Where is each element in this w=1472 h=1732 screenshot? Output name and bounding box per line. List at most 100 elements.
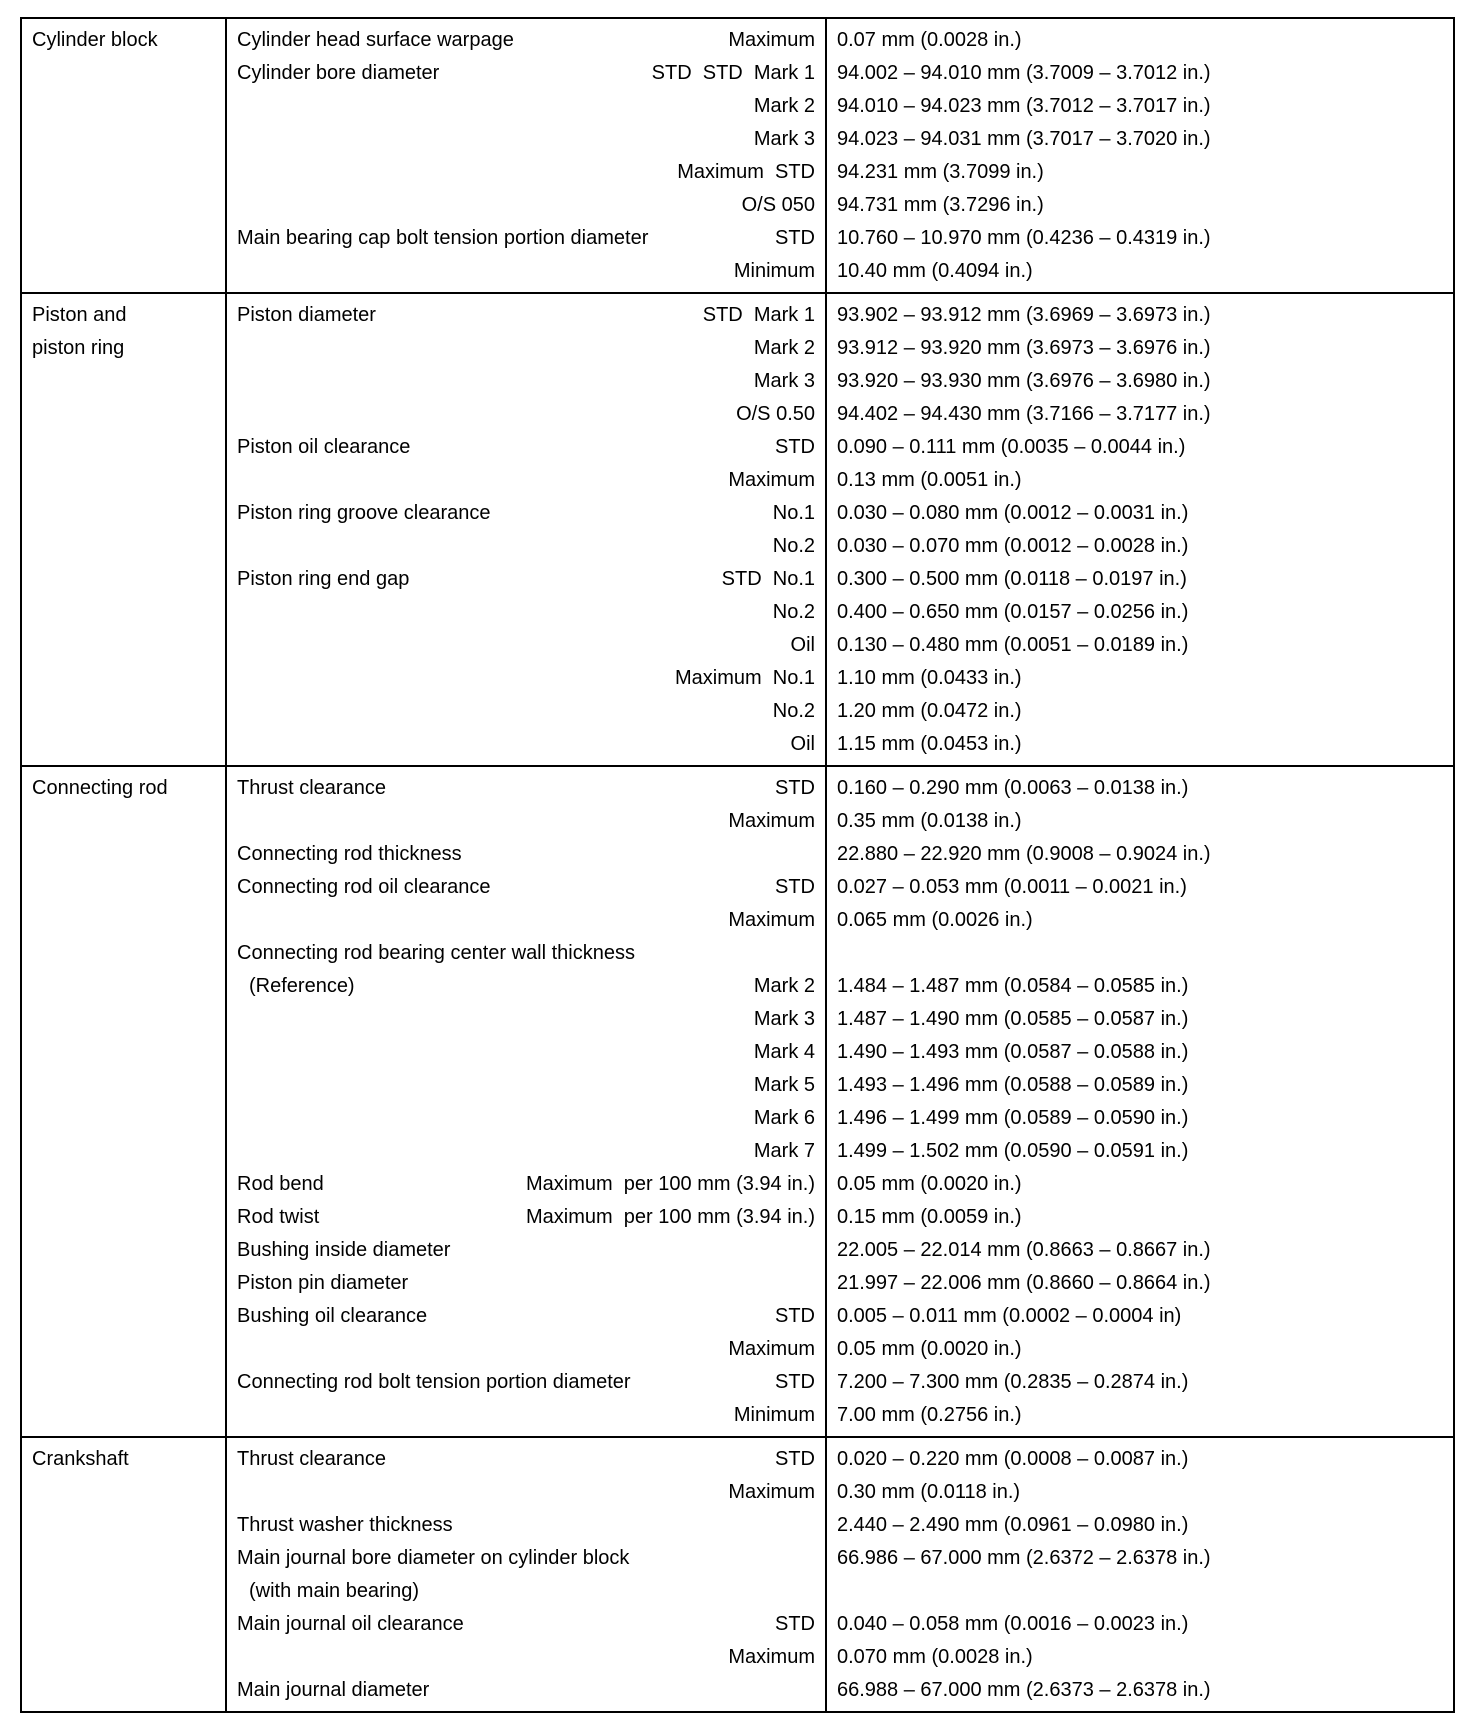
- item-label: Thrust clearance: [237, 777, 386, 799]
- value-text: 0.15 mm (0.0059 in.): [837, 1206, 1022, 1228]
- spec-label: No.2: [772, 700, 815, 722]
- value-line: 0.05 mm (0.0020 in.): [837, 1168, 1443, 1201]
- value-text: 94.002 – 94.010 mm (3.7009 – 3.7012 in.): [837, 62, 1211, 84]
- value-line: 0.005 – 0.011 mm (0.0002 – 0.0004 in): [837, 1300, 1443, 1333]
- value-line: 22.880 – 22.920 mm (0.9008 – 0.9024 in.): [837, 838, 1443, 871]
- item-line: Thrust washer thickness: [237, 1509, 815, 1542]
- spec-label: Mark 2: [753, 95, 815, 117]
- value-text: 0.070 mm (0.0028 in.): [837, 1646, 1033, 1668]
- item-line: Oil: [237, 728, 815, 761]
- item-line: Connecting rod bearing center wall thick…: [237, 937, 815, 970]
- value-text: 0.030 – 0.070 mm (0.0012 – 0.0028 in.): [837, 535, 1189, 557]
- item-line: Maximum No.1: [237, 662, 815, 695]
- value-text: 1.10 mm (0.0433 in.): [837, 667, 1022, 689]
- item-line: Oil: [237, 629, 815, 662]
- value-line: 93.912 – 93.920 mm (3.6973 – 3.6976 in.): [837, 332, 1443, 365]
- value-line: 0.07 mm (0.0028 in.): [837, 24, 1443, 57]
- value-text: 1.499 – 1.502 mm (0.0590 – 0.0591 in.): [837, 1140, 1189, 1162]
- item-label: Piston oil clearance: [237, 436, 411, 458]
- item-label: Rod bend: [237, 1173, 324, 1195]
- item-line: O/S 0.50: [237, 398, 815, 431]
- value-text: 93.902 – 93.912 mm (3.6969 – 3.6973 in.): [837, 304, 1211, 326]
- item-label: Connecting rod bearing center wall thick…: [237, 942, 635, 964]
- item-line: Mark 2: [237, 332, 815, 365]
- item-label: Main journal oil clearance: [237, 1613, 464, 1635]
- item-line: Main journal diameter: [237, 1674, 815, 1707]
- item-line: Maximum: [237, 904, 815, 937]
- spec-label: STD: [775, 876, 815, 898]
- value-line: 0.13 mm (0.0051 in.): [837, 464, 1443, 497]
- value-line: 1.499 – 1.502 mm (0.0590 – 0.0591 in.): [837, 1135, 1443, 1168]
- spec-label: No.1: [772, 502, 815, 524]
- value-text: 10.40 mm (0.4094 in.): [837, 260, 1033, 282]
- value-line: 21.997 – 22.006 mm (0.8660 – 0.8664 in.): [837, 1267, 1443, 1300]
- item-label: Piston diameter: [237, 304, 376, 326]
- value-cell: 0.07 mm (0.0028 in.) 94.002 – 94.010 mm (…: [825, 17, 1455, 294]
- spec-label: STD: [775, 1371, 815, 1393]
- value-text: 93.912 – 93.920 mm (3.6973 – 3.6976 in.): [837, 337, 1211, 359]
- value-text: 0.300 – 0.500 mm (0.0118 – 0.0197 in.): [837, 568, 1187, 590]
- value-line: 1.15 mm (0.0453 in.): [837, 728, 1443, 761]
- value-line: 0.027 – 0.053 mm (0.0011 – 0.0021 in.): [837, 871, 1443, 904]
- value-text: 0.07 mm (0.0028 in.): [837, 29, 1022, 51]
- value-line: 0.130 – 0.480 mm (0.0051 – 0.0189 in.): [837, 629, 1443, 662]
- item-line: Minimum: [237, 255, 815, 288]
- spec-label: Maximum: [728, 1646, 815, 1668]
- item-line: Piston ring groove clearance No.1: [237, 497, 815, 530]
- value-line: 1.490 – 1.493 mm (0.0587 – 0.0588 in.): [837, 1036, 1443, 1069]
- value-text: 0.005 – 0.011 mm (0.0002 – 0.0004 in): [837, 1305, 1182, 1327]
- value-line: [837, 1575, 1443, 1608]
- value-line: 1.10 mm (0.0433 in.): [837, 662, 1443, 695]
- item-label: Thrust washer thickness: [237, 1514, 453, 1536]
- item-label: Main bearing cap bolt tension portion di…: [237, 227, 649, 249]
- item-label: Thrust clearance: [237, 1448, 386, 1470]
- spec-label: Mark 3: [753, 370, 815, 392]
- item-line: Main journal bore diameter on cylinder b…: [237, 1542, 815, 1575]
- item-label: Connecting rod oil clearance: [237, 876, 491, 898]
- item-line: Maximum: [237, 464, 815, 497]
- item-line: (Reference) Mark 2: [237, 970, 815, 1003]
- item-line: Mark 5: [237, 1069, 815, 1102]
- value-text: 94.402 – 94.430 mm (3.7166 – 3.7177 in.): [837, 403, 1211, 425]
- value-text: 7.200 – 7.300 mm (0.2835 – 0.2874 in.): [837, 1371, 1189, 1393]
- spec-label: Mark 2: [753, 975, 815, 997]
- value-text: 0.130 – 0.480 mm (0.0051 – 0.0189 in.): [837, 634, 1189, 656]
- spec-label: Maximum per 100 mm (3.94 in.): [526, 1206, 815, 1228]
- item-label: Bushing inside diameter: [237, 1239, 451, 1261]
- section-row: Piston and piston ring Piston diameter STD …: [20, 292, 1455, 767]
- value-line: 93.902 – 93.912 mm (3.6969 – 3.6973 in.): [837, 299, 1443, 332]
- spec-label: STD: [775, 227, 815, 249]
- value-line: 94.231 mm (3.7099 in.): [837, 156, 1443, 189]
- value-line: 0.30 mm (0.0118 in.): [837, 1476, 1443, 1509]
- spec-label: Mark 3: [753, 1008, 815, 1030]
- value-line: 66.986 – 67.000 mm (2.6372 – 2.6378 in.): [837, 1542, 1443, 1575]
- section-cell: Connecting rod: [20, 765, 227, 1438]
- value-text: 94.731 mm (3.7296 in.): [837, 194, 1044, 216]
- value-text: 0.065 mm (0.0026 in.): [837, 909, 1033, 931]
- value-text: 0.090 – 0.111 mm (0.0035 – 0.0044 in.): [837, 436, 1186, 458]
- value-line: 1.484 – 1.487 mm (0.0584 – 0.0585 in.): [837, 970, 1443, 1003]
- section-cell: Crankshaft: [20, 1436, 227, 1713]
- value-cell: 0.160 – 0.290 mm (0.0063 – 0.0138 in.) 0.…: [825, 765, 1455, 1438]
- value-text: 10.760 – 10.970 mm (0.4236 – 0.4319 in.): [837, 227, 1211, 249]
- section-row: Crankshaft Thrust clearance STD Maximum Thru…: [20, 1436, 1455, 1713]
- value-line: 22.005 – 22.014 mm (0.8663 – 0.8667 in.): [837, 1234, 1443, 1267]
- item-cell: Thrust clearance STD Maximum Thrust washer …: [225, 1436, 827, 1713]
- spec-label: O/S 0.50: [736, 403, 815, 425]
- value-cell: 0.020 – 0.220 mm (0.0008 – 0.0087 in.) 0.…: [825, 1436, 1455, 1713]
- item-line: Mark 6: [237, 1102, 815, 1135]
- spec-label: Minimum: [733, 1404, 815, 1426]
- section-name: Connecting rod: [32, 777, 168, 799]
- value-line: 1.496 – 1.499 mm (0.0589 – 0.0590 in.): [837, 1102, 1443, 1135]
- value-line: [837, 937, 1443, 970]
- item-line: Connecting rod bolt tension portion diam…: [237, 1366, 815, 1399]
- value-line: 0.030 – 0.070 mm (0.0012 – 0.0028 in.): [837, 530, 1443, 563]
- value-line: 0.35 mm (0.0138 in.): [837, 805, 1443, 838]
- value-line: 0.160 – 0.290 mm (0.0063 – 0.0138 in.): [837, 772, 1443, 805]
- spec-label: Maximum per 100 mm (3.94 in.): [526, 1173, 815, 1195]
- value-cell: 93.902 – 93.912 mm (3.6969 – 3.6973 in.)…: [825, 292, 1455, 767]
- spec-label: Mark 3: [753, 128, 815, 150]
- item-line: Cylinder bore diameter STD STD Mark 1: [237, 57, 815, 90]
- item-line: Maximum: [237, 1641, 815, 1674]
- spec-label: O/S 050: [741, 194, 815, 216]
